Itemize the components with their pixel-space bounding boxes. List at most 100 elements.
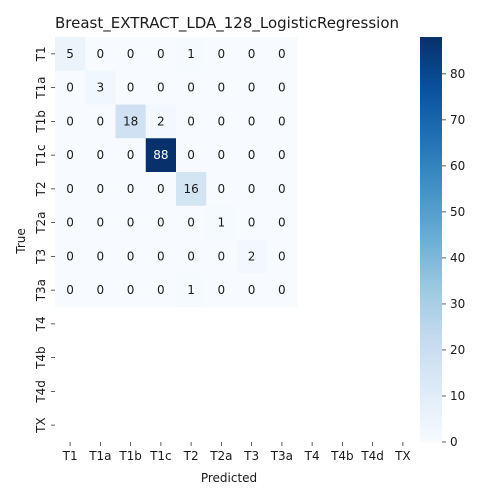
heatmap-cell [266,70,298,105]
cell-value: 0 [97,216,105,230]
cell-value: 0 [218,182,226,196]
cell-value: 0 [157,283,165,297]
cell-value: 0 [127,283,135,297]
cell-value: 0 [218,283,226,297]
cell-value: 16 [183,182,198,196]
heatmap-cell [206,138,237,173]
heatmap-cell [115,37,147,72]
y-tick-label: TX [34,417,48,434]
x-tick-label: T1 [62,449,78,463]
heatmap-cell [85,273,116,308]
x-tick-label: T4b [330,449,354,463]
cell-value: 0 [127,148,135,162]
heatmap-cell [85,205,116,240]
cell-value: 0 [278,182,286,196]
heatmap-cell [115,239,147,274]
cell-value: 0 [248,283,256,297]
x-tick-label: T2 [183,449,199,463]
colorbar-ticks: 0 10 20 30 40 50 60 70 80 [442,67,465,449]
heatmap-cell [145,138,177,173]
heatmap-cell [206,172,237,207]
cell-value: 0 [278,114,286,128]
cell-value: 0 [97,249,105,263]
heatmap-cell [115,138,147,173]
x-tick-label: TX [394,449,411,463]
heatmap-cell [206,273,237,308]
heatmap-cell [176,104,207,139]
heatmap-cell [236,205,268,240]
heatmap-cell [85,37,116,72]
cell-value: 88 [153,148,168,162]
y-tick-label: T4 [34,316,48,332]
cell-value: 0 [248,47,256,61]
heatmap-cell [145,205,177,240]
heatmap-cell [266,138,298,173]
cell-value: 0 [66,249,74,263]
colorbar-tick-label: 60 [450,159,465,173]
heatmap-cell [176,70,207,105]
cell-value: 0 [187,148,195,162]
cell-value: 0 [127,47,135,61]
heatmap-cell [176,172,207,207]
x-tick-label: T4 [304,449,320,463]
cell-value: 0 [187,114,195,128]
cell-value: 0 [278,249,286,263]
heatmap-cell [266,172,298,207]
heatmap-cell [55,273,86,308]
heatmap-cell [85,138,116,173]
heatmap-cell [55,70,86,105]
cell-value: 18 [123,114,138,128]
cell-value: 3 [97,81,105,95]
heatmap-cell [206,70,237,105]
cell-value: 0 [66,182,74,196]
heatmap-cell [236,172,268,207]
heatmap-cell [266,273,298,308]
y-tick-label: T2a [34,211,48,234]
heatmap-cell [266,37,298,72]
heatmap-cell [206,37,237,72]
heatmap-cell [55,205,86,240]
x-tick-label: T1a [88,449,111,463]
cell-value: 0 [187,81,195,95]
heatmap-cell [176,239,207,274]
y-tick-label: T1a [34,76,48,99]
heatmap-cell [145,70,177,105]
heatmap-cell [236,239,268,274]
cell-value: 0 [278,81,286,95]
colorbar-tick-label: 20 [450,343,465,357]
cell-value: 0 [157,81,165,95]
cell-value: 0 [97,47,105,61]
cell-value: 0 [127,182,135,196]
heatmap-cell [145,37,177,72]
heatmap-cell [145,273,177,308]
heatmap-cell [85,104,116,139]
heatmap-cell [176,37,207,72]
cell-value: 0 [248,114,256,128]
cell-value: 0 [157,182,165,196]
cell-value: 0 [97,182,105,196]
cell-value: 0 [127,81,135,95]
colorbar-tick-label: 70 [450,113,465,127]
heatmap-cell [236,104,268,139]
cell-value: 5 [66,47,74,61]
y-axis-ticks: T1 T1a T1b T1c T2 T2a T3 T3a T4 T4b T4d TX [34,46,55,434]
colorbar-tick-label: 80 [450,67,465,81]
x-tick-label: T1c [149,449,172,463]
x-tick-label: T3a [270,449,293,463]
cell-value: 0 [66,114,74,128]
x-tick-label: T2a [209,449,232,463]
heatmap-cell [115,273,147,308]
colorbar-tick-label: 30 [450,297,465,311]
cell-value: 0 [218,148,226,162]
heatmap-cell [85,239,116,274]
y-tick-label: T3 [34,249,48,265]
colorbar-tick-label: 50 [450,205,465,219]
heatmap-cell [145,172,177,207]
heatmap-cell [236,138,268,173]
cell-value: 1 [218,216,226,230]
cell-value: 0 [66,81,74,95]
heatmap-cell [176,205,207,240]
y-axis-label: True [14,228,28,255]
heatmap-cell [55,138,86,173]
cell-value: 2 [157,114,165,128]
